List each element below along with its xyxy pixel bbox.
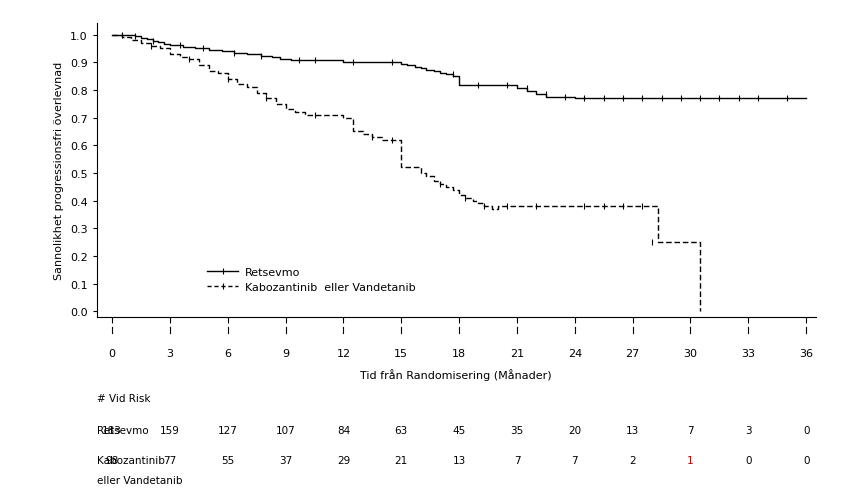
Text: 98: 98 [105, 455, 119, 465]
Point [636, 203, 649, 211]
Point [616, 203, 630, 211]
Text: 37: 37 [279, 455, 293, 465]
Point [597, 95, 611, 103]
Text: 35: 35 [510, 425, 524, 435]
Text: 29: 29 [337, 455, 350, 465]
Text: 7: 7 [572, 455, 578, 465]
Point [458, 195, 472, 203]
Text: eller Vandetanib: eller Vandetanib [97, 475, 182, 485]
Point [144, 42, 157, 50]
Point [645, 239, 659, 246]
Point [597, 203, 611, 211]
Point [227, 50, 241, 58]
Point [115, 32, 129, 40]
Point [196, 45, 209, 53]
Text: 84: 84 [337, 425, 350, 435]
Text: 7: 7 [687, 425, 694, 435]
Text: Kabozantinib: Kabozantinib [97, 455, 165, 465]
Text: 0: 0 [803, 455, 809, 465]
Point [751, 95, 764, 103]
Text: 0: 0 [803, 425, 809, 435]
Text: 24: 24 [568, 348, 582, 359]
Text: Tid från Randomisering (Månader): Tid från Randomisering (Månader) [361, 368, 552, 381]
Text: 77: 77 [163, 455, 177, 465]
Point [145, 38, 159, 45]
Text: 63: 63 [394, 425, 408, 435]
Point [500, 82, 514, 90]
Text: 20: 20 [569, 425, 581, 435]
Point [530, 203, 543, 211]
Point [539, 91, 553, 99]
Point [693, 95, 706, 103]
Text: 55: 55 [221, 455, 235, 465]
Text: 0: 0 [745, 455, 752, 465]
Point [433, 181, 447, 188]
Text: 27: 27 [626, 348, 640, 359]
Text: 159: 159 [160, 425, 180, 435]
Point [346, 59, 360, 67]
Text: 13: 13 [452, 455, 466, 465]
Text: 7: 7 [514, 455, 521, 465]
Point [578, 95, 591, 103]
Text: 18: 18 [452, 348, 466, 359]
Point [616, 95, 630, 103]
Text: 13: 13 [626, 425, 639, 435]
Text: 127: 127 [218, 425, 238, 435]
Point [221, 76, 235, 83]
Text: 21: 21 [510, 348, 524, 359]
Point [366, 134, 379, 142]
Text: # Vid Risk: # Vid Risk [97, 393, 151, 404]
Point [500, 203, 514, 211]
Text: 36: 36 [799, 348, 813, 359]
Point [260, 95, 273, 103]
Point [293, 57, 306, 65]
Text: 183: 183 [103, 425, 122, 435]
Point [780, 95, 794, 103]
Text: 12: 12 [336, 348, 351, 359]
Text: 2: 2 [629, 455, 636, 465]
Point [520, 85, 533, 93]
Text: Retsevmo: Retsevmo [97, 425, 148, 435]
Point [578, 203, 591, 211]
Point [447, 71, 460, 79]
Point [472, 82, 485, 90]
Text: 9: 9 [282, 348, 289, 359]
Point [732, 95, 745, 103]
Y-axis label: Sannolikhet progressionsfri överlevnad: Sannolikhet progressionsfri överlevnad [55, 62, 65, 280]
Text: 1: 1 [687, 455, 694, 465]
Legend: Retsevmo, Kabozantinib  eller Vandetanib: Retsevmo, Kabozantinib eller Vandetanib [203, 263, 420, 297]
Text: 3: 3 [745, 425, 752, 435]
Text: 107: 107 [276, 425, 295, 435]
Point [173, 42, 187, 50]
Point [558, 94, 572, 102]
Text: 6: 6 [225, 348, 231, 359]
Point [182, 57, 196, 64]
Text: 30: 30 [684, 348, 697, 359]
Text: 33: 33 [741, 348, 755, 359]
Point [712, 95, 726, 103]
Point [254, 53, 267, 61]
Point [308, 57, 321, 65]
Point [674, 95, 688, 103]
Point [308, 112, 321, 120]
Point [655, 95, 669, 103]
Text: 15: 15 [394, 348, 408, 359]
Point [385, 137, 399, 144]
Text: 3: 3 [167, 348, 173, 359]
Text: 45: 45 [452, 425, 466, 435]
Text: 21: 21 [394, 455, 408, 465]
Point [478, 203, 491, 211]
Point [636, 95, 649, 103]
Point [129, 33, 142, 41]
Text: 0: 0 [108, 348, 115, 359]
Point [385, 59, 399, 67]
